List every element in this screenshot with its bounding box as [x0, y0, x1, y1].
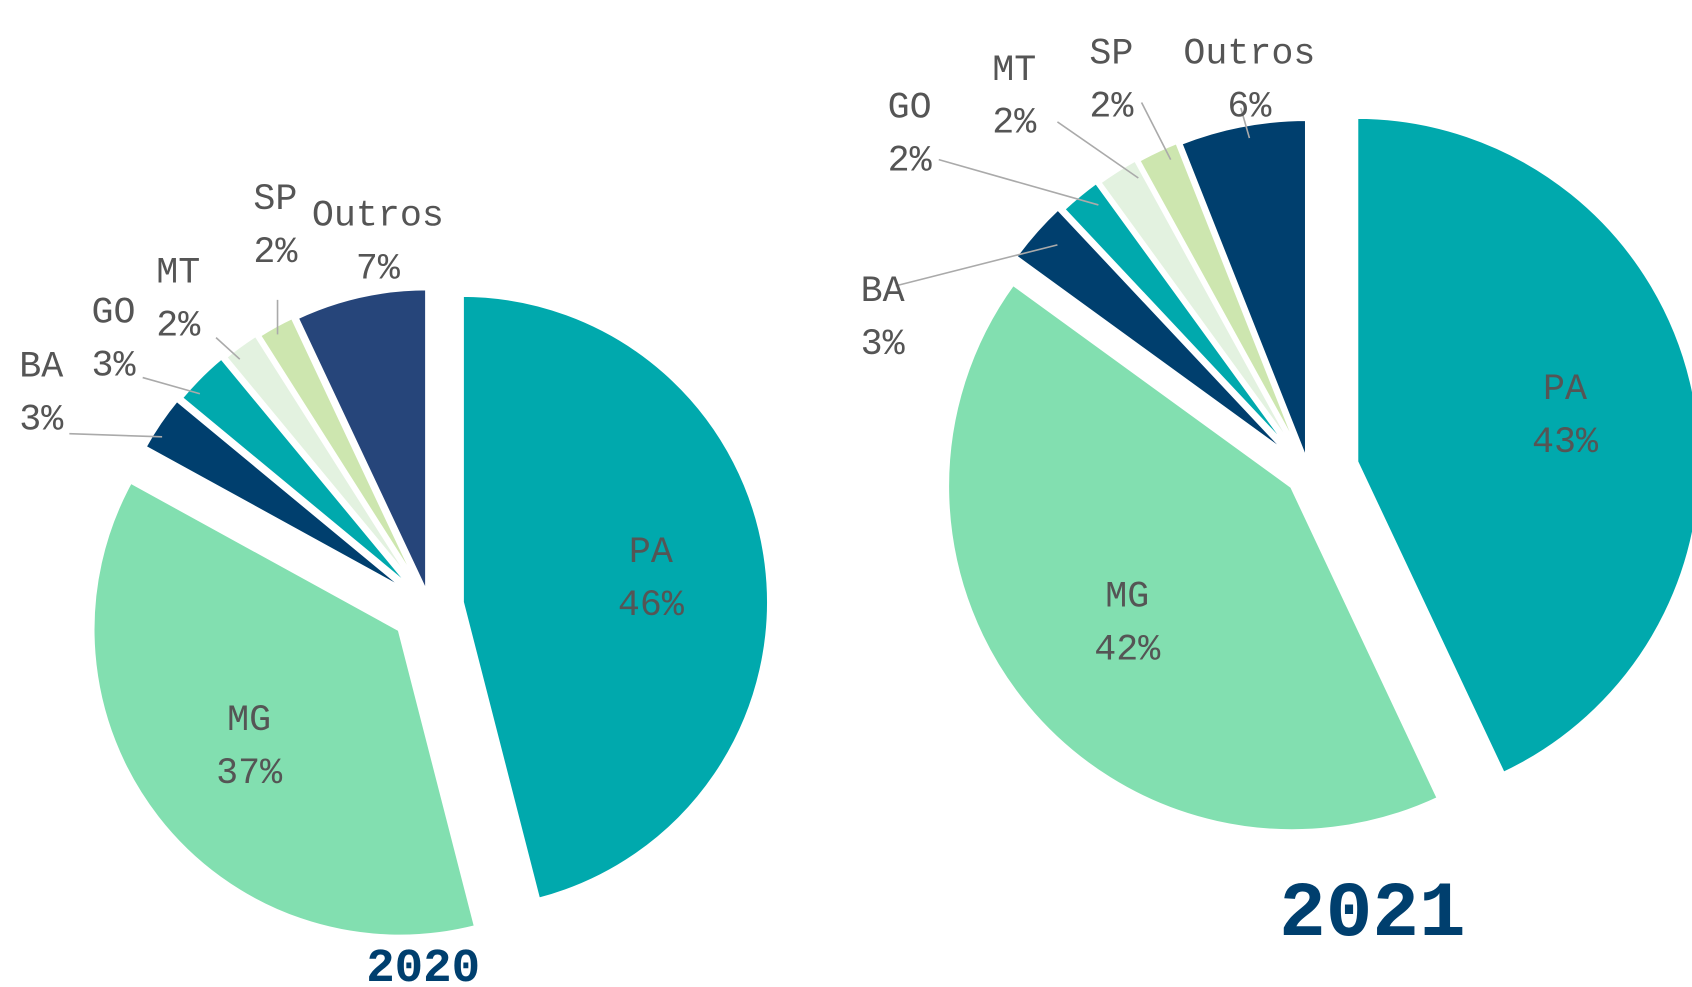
- leader-line: [215, 337, 241, 360]
- pie-slice: [293, 286, 430, 597]
- data-label-value: 7%: [356, 248, 401, 290]
- data-label-name: MT: [156, 253, 200, 295]
- data-label-value: 43%: [1532, 422, 1599, 464]
- data-label-name: MT: [992, 50, 1036, 92]
- data-label-value: 42%: [1094, 629, 1161, 671]
- data-label-value: 3%: [19, 399, 64, 441]
- data-label-name: GO: [888, 88, 932, 130]
- data-label-value: 2%: [156, 305, 201, 347]
- leader-line: [1056, 121, 1139, 179]
- data-label-name: BA: [861, 271, 905, 313]
- pie-slice: [177, 354, 420, 596]
- leader-line: [69, 432, 163, 438]
- leader-line: [938, 158, 1099, 206]
- pie-slice: [1353, 114, 1692, 778]
- data-label-name: BA: [19, 346, 63, 388]
- chart-title: 2021: [1279, 871, 1465, 959]
- data-label-name: SP: [253, 179, 297, 221]
- data-label-value: 37%: [216, 753, 283, 795]
- data-label-name: Outros: [1183, 34, 1315, 76]
- data-label-value: 6%: [1227, 86, 1272, 128]
- pie-slice: [1011, 204, 1296, 462]
- data-label-value: 2%: [1089, 86, 1134, 128]
- data-label-value: 3%: [92, 345, 137, 387]
- pie-slice: [459, 292, 772, 903]
- pie-slice: [141, 396, 415, 598]
- data-label-value: 2%: [888, 140, 933, 182]
- data-label-value: 2%: [992, 103, 1037, 145]
- data-label-value: 46%: [618, 585, 685, 627]
- data-label-name: PA: [1543, 369, 1587, 411]
- data-label-name: SP: [1089, 34, 1133, 76]
- data-label-value: 3%: [861, 324, 906, 366]
- data-label-name: GO: [92, 293, 136, 335]
- data-label-name: PA: [629, 532, 673, 574]
- pie-slice: [1177, 116, 1310, 465]
- data-label-name: Outros: [312, 195, 444, 237]
- leader-line: [142, 376, 201, 395]
- pie-slice: [255, 313, 426, 597]
- pie-slice: [1134, 138, 1307, 464]
- data-label-name: MG: [227, 700, 271, 742]
- data-label-name: MG: [1105, 576, 1149, 618]
- leader-line: [895, 244, 1058, 287]
- leader-line: [1240, 107, 1251, 139]
- pie-slice: [944, 280, 1442, 834]
- chart-title: 2020: [366, 942, 480, 987]
- leader-line: [1140, 102, 1172, 161]
- data-label-value: 2%: [253, 232, 298, 274]
- pie-slice: [90, 478, 479, 939]
